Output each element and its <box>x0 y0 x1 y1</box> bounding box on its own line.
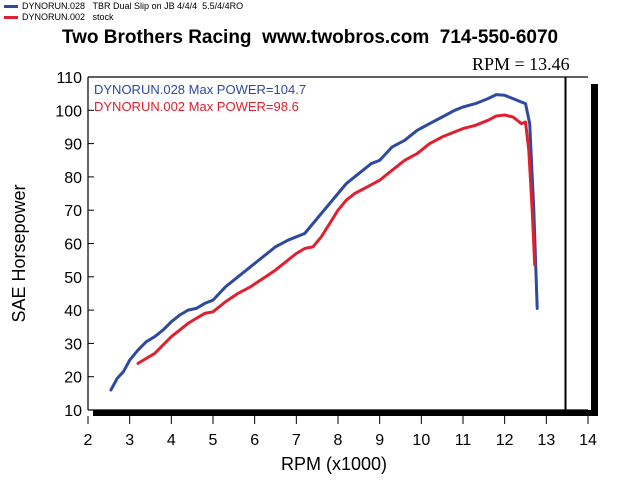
max-power-annotation-1: DYNORUN.028 Max POWER=104.7 <box>94 82 306 97</box>
legend-entry-1: DYNORUN.028 TBR Dual Slip on JB 4/4/4 5.… <box>4 1 243 12</box>
x-tick-label: 4 <box>167 432 176 449</box>
x-tick-label: 14 <box>579 432 597 449</box>
x-tick-label: 10 <box>412 432 430 449</box>
y-tick-label: 90 <box>64 137 82 154</box>
legend-name-1: DYNORUN.028 <box>22 1 86 11</box>
x-tick-label: 11 <box>455 432 472 449</box>
axes-group <box>87 76 598 424</box>
max-power-annotation-2: DYNORUN.002 Max POWER=98.6 <box>94 99 299 114</box>
bottom-border <box>93 410 598 416</box>
y-tick-label: 80 <box>64 170 82 187</box>
x-axis-label: RPM (x1000) <box>281 454 387 474</box>
x-tick-label: 3 <box>125 432 134 449</box>
x-tick-label: 13 <box>537 432 555 449</box>
y-tick-label: 20 <box>64 370 82 387</box>
x-tick-label: 9 <box>375 432 384 449</box>
y-tick-label: 110 <box>56 70 82 87</box>
x-tick-label: 8 <box>334 432 343 449</box>
x-tick-label: 6 <box>250 432 259 449</box>
legend-swatch-2 <box>4 16 18 19</box>
y-axis-label: SAE Horsepower <box>9 184 29 322</box>
labels-group: 10 20 30 40 50 60 70 80 90 100 110 2 3 4 5 6 7 8 9 10 11 12 13… <box>9 70 597 474</box>
y-tick-label: 70 <box>64 203 82 220</box>
x-tick-label: 12 <box>496 432 514 449</box>
legend-desc-2: stock <box>92 12 114 22</box>
series-line-dynorun-002 <box>136 113 537 365</box>
x-tick-label: 5 <box>209 432 218 449</box>
y-tick-label: 100 <box>55 103 82 120</box>
y-tick-label: 50 <box>64 270 82 287</box>
series-line-dynorun-028 <box>109 93 539 392</box>
legend-swatch-1 <box>4 5 18 8</box>
legend-entry-2: DYNORUN.002 stock <box>4 12 114 23</box>
y-tick-label: 40 <box>64 303 82 320</box>
y-tick-label: 60 <box>64 237 82 254</box>
right-border <box>591 84 598 416</box>
y-tick-label: 30 <box>64 336 82 353</box>
series-group <box>109 93 539 392</box>
chart-title: Two Brothers Racing www.twobros.com 714-… <box>61 27 559 48</box>
rpm-readout: RPM = 13.46 <box>472 54 570 74</box>
legend-desc-1: TBR Dual Slip on JB 4/4/4 5.5/4/4RO <box>92 1 244 11</box>
x-tick-label: 2 <box>84 432 93 449</box>
legend-name-2: DYNORUN.002 <box>22 12 86 22</box>
y-tick-label: 10 <box>64 403 82 420</box>
x-tick-label: 7 <box>292 432 301 449</box>
